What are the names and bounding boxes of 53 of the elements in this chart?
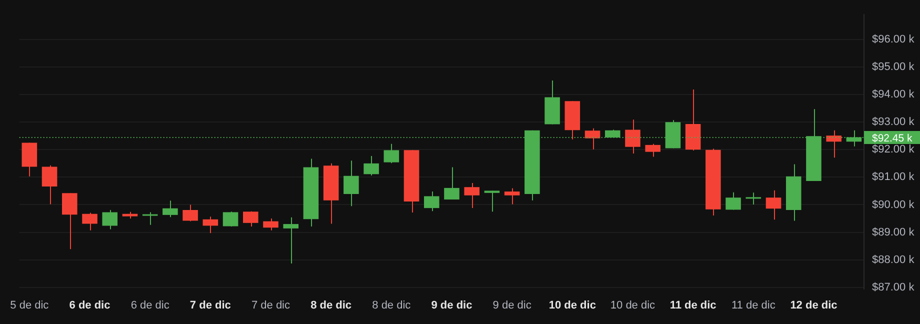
candlestick xyxy=(182,204,198,222)
candlestick xyxy=(625,119,640,154)
candlestick xyxy=(484,190,500,212)
candlestick xyxy=(384,143,400,164)
x-tick-label: 7 de dic xyxy=(251,299,291,312)
y-tick-label: $94.00 k xyxy=(872,88,915,101)
x-tick-label: 11 de dic xyxy=(731,299,776,312)
x-tick-label: 12 de dic xyxy=(790,299,838,312)
x-tick-label: 8 de dic xyxy=(372,299,412,312)
y-tick-label: $89.00 k xyxy=(872,226,915,238)
candlestick xyxy=(464,182,480,209)
candlestick xyxy=(645,143,660,158)
candlestick xyxy=(263,218,278,231)
candlestick xyxy=(142,212,158,226)
candlestick xyxy=(242,210,258,228)
ref-line-label: $92.45 k xyxy=(872,132,914,144)
candlestick xyxy=(364,155,379,176)
candlestick xyxy=(62,192,78,250)
x-tick-label: 6 de dic xyxy=(130,299,170,312)
candlestick xyxy=(826,130,842,158)
x-tick-label: 5 de dic xyxy=(10,299,50,312)
candlestick xyxy=(766,190,782,220)
candlestick xyxy=(283,216,298,264)
candlestick xyxy=(746,192,762,205)
candlestick xyxy=(42,164,58,205)
candlestick xyxy=(22,142,38,177)
candlestick xyxy=(504,188,520,205)
x-tick-label: 9 de dic xyxy=(431,299,472,312)
candlestick xyxy=(162,200,178,218)
candlestick xyxy=(726,192,741,210)
y-tick-label: $87.00 k xyxy=(872,281,915,294)
y-tick-label: $96.00 k xyxy=(872,33,915,46)
y-tick-label: $91.00 k xyxy=(872,171,915,184)
x-tick-label: 9 de dic xyxy=(492,299,532,312)
candlestick xyxy=(222,211,238,228)
y-tick-label: $95.00 k xyxy=(872,60,915,73)
x-tick-label: 6 de dic xyxy=(69,299,110,312)
candlestick xyxy=(424,191,440,212)
candlestick xyxy=(444,166,460,200)
x-tick-label: 10 de dic xyxy=(548,299,596,312)
x-tick-label: 11 de dic xyxy=(670,299,716,312)
candlestick xyxy=(584,128,600,150)
x-tick-label: 10 de dic xyxy=(610,299,656,312)
candlestick xyxy=(102,209,118,230)
y-tick-label: $93.00 k xyxy=(872,116,915,128)
x-tick-label: 8 de dic xyxy=(310,299,352,312)
y-tick-label: $90.00 k xyxy=(872,198,915,211)
y-tick-label: $92.00 k xyxy=(872,144,915,156)
candlestick xyxy=(82,212,98,231)
candlestick xyxy=(202,216,218,234)
x-tick-label: 7 de dic xyxy=(190,299,231,312)
candlestick xyxy=(344,160,359,207)
y-tick-label: $88.00 k xyxy=(872,254,915,266)
